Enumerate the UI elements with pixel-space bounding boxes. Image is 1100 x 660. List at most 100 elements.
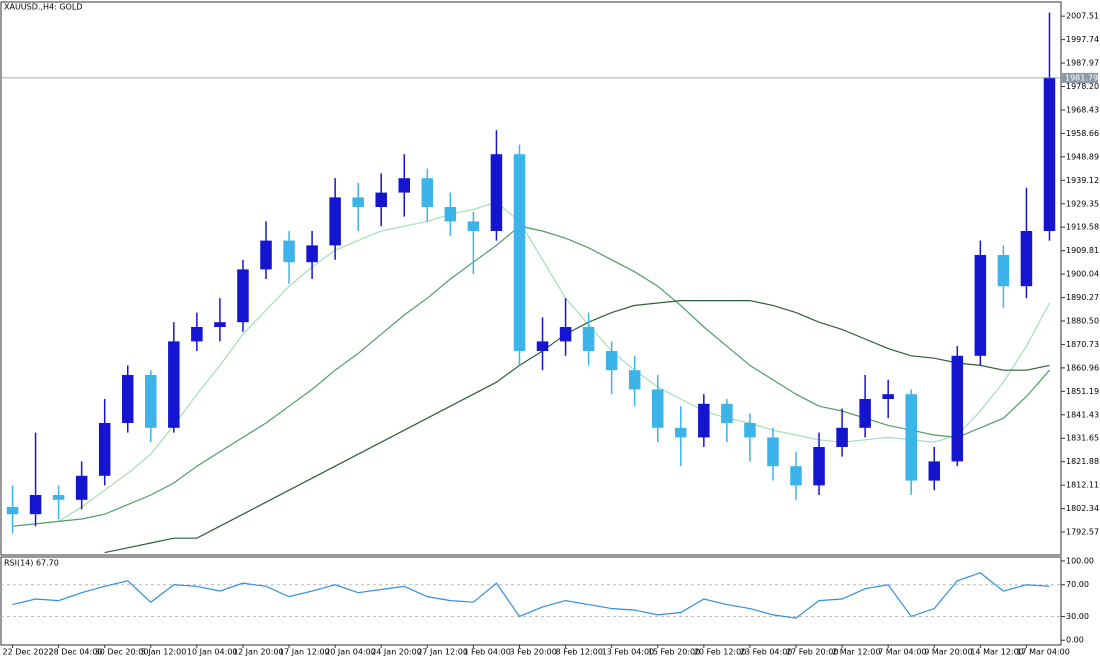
y-tick-label: 1978.20: [1066, 82, 1099, 91]
candle-body: [329, 197, 341, 246]
y-tick-label: 1929.35: [1066, 199, 1099, 208]
candle-body: [675, 427, 687, 438]
candle-body: [997, 255, 1010, 287]
y-tick-label: 1860.96: [1066, 363, 1099, 372]
rsi-tick-label: 100.00: [1066, 556, 1094, 565]
x-tick-label: 17 Jan 12:00: [279, 648, 330, 657]
candle-body: [98, 423, 111, 476]
rsi-tick-label: 70.00: [1066, 580, 1089, 589]
moving-average: [12, 201, 1051, 527]
y-tick-label: 1958.66: [1066, 129, 1099, 138]
x-tick-label: 9 Mar 20:00: [924, 648, 972, 657]
y-tick-label: 1851.19: [1066, 387, 1099, 396]
candle-body: [836, 427, 848, 447]
candle-body: [582, 327, 595, 351]
x-tick-label: 20 Jan 04:00: [325, 648, 376, 657]
y-tick-label: 1948.89: [1066, 152, 1099, 161]
x-tick-label: 3 Feb 20:00: [509, 648, 556, 657]
x-tick-label: 28 Dec 04:00: [49, 648, 103, 657]
candle-body: [75, 475, 88, 500]
x-tick-label: 17 Mar 04:00: [1016, 648, 1069, 657]
candle-body: [306, 245, 318, 263]
y-tick-label: 1909.81: [1066, 246, 1099, 255]
x-tick-label: 24 Jan 20:00: [371, 648, 422, 657]
candle-body: [859, 399, 871, 428]
current-price-box: [1062, 72, 1098, 83]
candle-body: [974, 255, 987, 356]
current-price-label: 1981.79: [1065, 73, 1098, 82]
rsi-tick-label: 30.00: [1066, 612, 1089, 621]
candle-body: [882, 394, 894, 399]
y-tick-label: 1997.74: [1066, 35, 1099, 44]
rsi-line: [12, 572, 1050, 619]
x-tick-label: 15 Feb 20:00: [648, 648, 700, 657]
candle-body: [191, 327, 203, 342]
x-tick-label: 20 Feb 12:00: [694, 648, 746, 657]
candle-body: [145, 375, 157, 428]
rsi-title: RSI(14) 67.70: [4, 559, 59, 568]
candle-body: [790, 466, 802, 486]
x-tick-label: 22 Dec 2022: [3, 648, 54, 657]
candle-body: [1043, 77, 1056, 232]
x-tick-label: 27 Jan 12:00: [417, 648, 468, 657]
chart-title: XAUUSD.,H4: GOLD: [4, 3, 82, 12]
x-tick-label: 14 Mar 12:00: [970, 648, 1023, 657]
y-tick-label: 1841.43: [1066, 410, 1099, 419]
y-tick-label: 1968.43: [1066, 105, 1099, 114]
candle-body: [52, 495, 65, 500]
y-tick-label: 1870.73: [1066, 340, 1099, 349]
y-tick-label: 2007.51: [1066, 12, 1099, 21]
candle-body: [29, 495, 42, 515]
candle-body: [536, 341, 549, 351]
x-tick-label: 5 Jan 12:00: [141, 648, 187, 657]
candle-body: [398, 178, 411, 193]
candle-body: [121, 375, 134, 423]
candle-body: [928, 461, 941, 481]
candle-body: [951, 355, 964, 462]
candle-body: [444, 207, 457, 222]
moving-average: [104, 300, 1050, 554]
x-tick-label: 27 Feb 20:00: [786, 648, 838, 657]
candle-body: [813, 447, 825, 486]
candle-body: [744, 423, 756, 438]
x-tick-label: 8 Feb 12:00: [556, 648, 603, 657]
candle-body: [605, 351, 618, 371]
y-tick-label: 1900.04: [1066, 270, 1099, 279]
x-tick-label: 23 Feb 04:00: [740, 648, 792, 657]
x-tick-label: 12 Jan 20:00: [233, 648, 284, 657]
candle-body: [6, 507, 19, 515]
candle-body: [237, 269, 249, 323]
x-tick-label: 10 Jan 04:00: [187, 648, 238, 657]
y-tick-label: 1987.97: [1066, 59, 1099, 68]
rsi-panel: [0, 556, 1062, 646]
candle-body: [467, 221, 480, 231]
y-tick-label: 1812.11: [1066, 481, 1099, 490]
candle-body: [421, 178, 434, 207]
x-tick-label: 13 Feb 04:00: [602, 648, 654, 657]
candle-body: [559, 327, 572, 342]
y-tick-label: 1919.58: [1066, 223, 1099, 232]
candle-body: [375, 192, 387, 207]
candle-body: [513, 154, 526, 351]
candle-body: [1020, 231, 1033, 287]
y-tick-label: 1831.65: [1066, 434, 1099, 443]
candle-body: [260, 240, 272, 270]
y-tick-label: 1939.12: [1066, 176, 1099, 185]
x-tick-label: 7 Mar 04:00: [878, 648, 926, 657]
candle-body: [168, 341, 180, 428]
moving-average: [12, 225, 1050, 527]
main-panel: [0, 1, 1062, 556]
candle-body: [651, 389, 664, 428]
candle-body: [698, 403, 710, 438]
y-tick-label: 1821.88: [1066, 457, 1099, 466]
candle-body: [283, 240, 295, 263]
candle-body: [214, 322, 226, 327]
candle-body: [905, 394, 917, 481]
candle-body: [352, 197, 364, 207]
y-tick-label: 1880.50: [1066, 317, 1099, 326]
y-tick-label: 1802.34: [1066, 504, 1099, 513]
y-tick-label: 1890.27: [1066, 293, 1099, 302]
rsi-tick-label: 0.00: [1066, 636, 1084, 645]
candle-body: [767, 437, 779, 467]
